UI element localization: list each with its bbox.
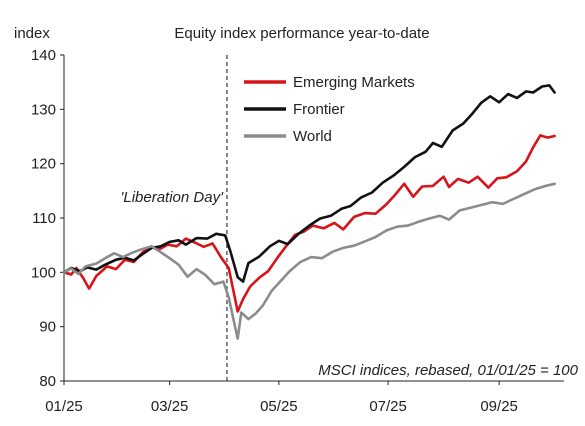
- legend-label: Frontier: [293, 101, 345, 118]
- annotation-liberation-day: 'Liberation Day': [120, 189, 224, 206]
- x-tick-label: 03/25: [151, 398, 189, 415]
- y-tick-label: 130: [31, 101, 56, 118]
- y-tick-label: 80: [39, 373, 56, 390]
- series-line-frontier: [62, 84, 556, 283]
- x-tick-label: 01/25: [45, 398, 83, 415]
- x-tick-label: 05/25: [260, 398, 298, 415]
- legend-label: Emerging Markets: [293, 74, 415, 91]
- y-tick-label: 120: [31, 156, 56, 173]
- y-tick-label: 140: [31, 47, 56, 64]
- x-tick-label: 09/25: [480, 398, 518, 415]
- y-tick-label: 110: [32, 210, 56, 227]
- x-tick-label: 07/25: [369, 398, 407, 415]
- plot-area: 80 90 100 110 120 130 140 01/25 03/25 05/25 07/25 0…: [31, 47, 579, 415]
- legend-label: World: [293, 128, 332, 145]
- y-axis-label: index: [14, 25, 50, 42]
- chart-title: Equity index performance year-to-date: [174, 25, 429, 42]
- series-line-emerging-markets: [62, 134, 556, 313]
- y-tick-label: 100: [31, 264, 56, 281]
- annotation-source-note: MSCI indices, rebased, 01/01/25 = 100: [318, 362, 578, 379]
- y-tick-label: 90: [39, 319, 56, 336]
- series-line-world: [62, 182, 556, 340]
